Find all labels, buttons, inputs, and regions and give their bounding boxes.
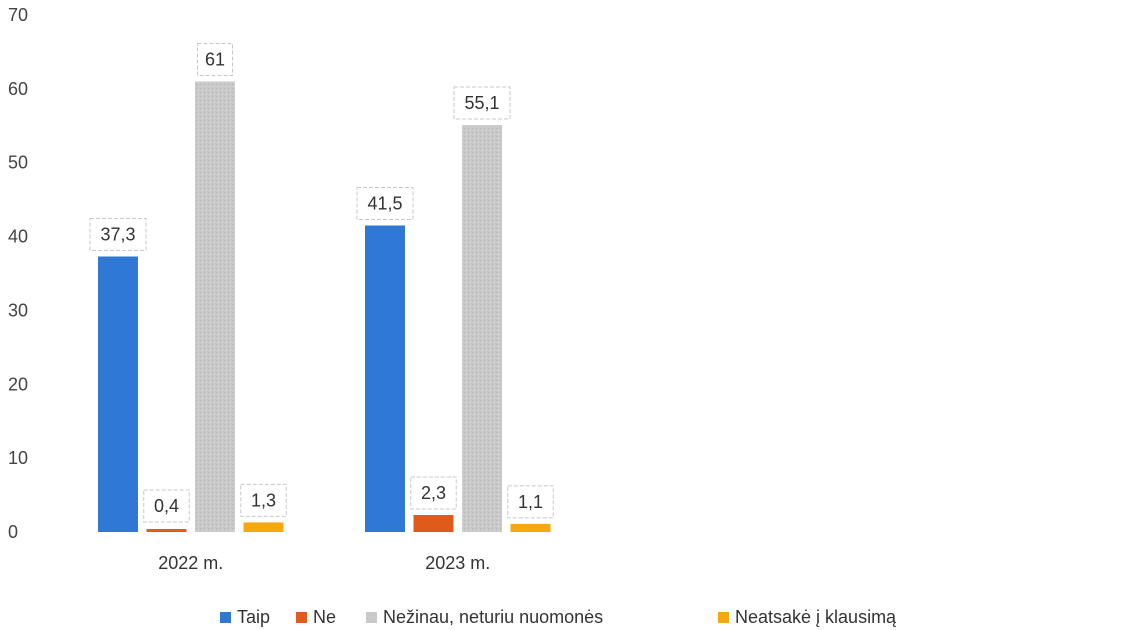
data-label-box bbox=[240, 483, 287, 517]
y-tick-label: 10 bbox=[8, 448, 28, 468]
data-label-box bbox=[197, 42, 233, 76]
bar-ne-inau-neturiu-nuomon-s-0 bbox=[195, 81, 235, 532]
data-label-text: 55,1 bbox=[464, 93, 499, 113]
data-label: 2,3 bbox=[410, 476, 457, 510]
data-label: 61 bbox=[197, 42, 233, 76]
data-label-text: 37,3 bbox=[100, 225, 135, 245]
y-tick-label: 50 bbox=[8, 153, 28, 173]
legend: Taip Ne Nežinau, neturiu nuomonės Neatsakė … bbox=[0, 604, 1132, 630]
y-tick-label: 70 bbox=[8, 5, 28, 25]
legend-item: Ne bbox=[296, 607, 336, 628]
data-label: 1,3 bbox=[240, 483, 287, 517]
data-label-box bbox=[453, 86, 511, 120]
data-label-box bbox=[410, 476, 457, 510]
y-tick-label: 20 bbox=[8, 374, 28, 394]
data-label: 1,1 bbox=[507, 485, 554, 519]
y-tick-label: 60 bbox=[8, 79, 28, 99]
data-label: 41,5 bbox=[356, 186, 414, 220]
x-axis: 2022 m. 2023 m. bbox=[158, 553, 490, 573]
legend-swatch bbox=[718, 611, 729, 623]
y-tick-label: 0 bbox=[8, 522, 18, 542]
bar-taip-1 bbox=[365, 225, 405, 532]
legend-label: Ne bbox=[313, 606, 337, 627]
data-label-text: 61 bbox=[205, 49, 225, 69]
data-label-text: 2,3 bbox=[421, 483, 446, 503]
data-label-box bbox=[143, 489, 190, 523]
y-axis: 0 10 20 30 40 50 60 70 bbox=[8, 5, 28, 542]
legend-swatch bbox=[220, 611, 231, 623]
bar-ne-inau-neturiu-nuomon-s-1 bbox=[462, 125, 502, 532]
bar-ne-1 bbox=[413, 515, 454, 532]
data-label: 37,3 bbox=[89, 218, 147, 252]
data-label-text: 0,4 bbox=[154, 496, 179, 516]
legend-label: Neatsakė į klausimą bbox=[735, 606, 897, 627]
legend-item: Neatsakė į klausimą bbox=[718, 607, 896, 628]
data-labels: 37,3 0,4 61 1,3 41,5 2,3 55,1 1,1 bbox=[89, 42, 554, 523]
legend-item: Nežinau, neturiu nuomonės bbox=[366, 607, 603, 628]
x-category-label: 2023 m. bbox=[425, 553, 490, 573]
data-label-text: 41,5 bbox=[367, 193, 402, 213]
bar-ne-0 bbox=[146, 529, 187, 532]
data-label-box bbox=[89, 218, 147, 252]
data-label-box bbox=[356, 186, 414, 220]
bars bbox=[98, 81, 551, 532]
bar-chart: 0 10 20 30 40 50 60 70 37,3 0,4 61 1,3 41,5 2,3 55,1 1… bbox=[8, 5, 554, 573]
y-tick-label: 30 bbox=[8, 300, 28, 320]
legend-swatch bbox=[296, 611, 307, 623]
legend-label: Taip bbox=[237, 606, 271, 627]
bar-taip-0 bbox=[98, 256, 138, 532]
y-tick-label: 40 bbox=[8, 227, 28, 247]
data-label-box bbox=[507, 485, 554, 519]
data-label: 55,1 bbox=[453, 86, 511, 120]
bar-neatsak-klausim--1 bbox=[510, 523, 551, 532]
legend-item: Taip bbox=[220, 607, 270, 628]
data-label-text: 1,1 bbox=[518, 492, 543, 512]
data-label: 0,4 bbox=[143, 489, 190, 523]
bar-neatsak-klausim--0 bbox=[243, 522, 284, 532]
data-label-text: 1,3 bbox=[251, 490, 276, 510]
legend-swatch bbox=[366, 611, 377, 623]
legend-label: Nežinau, neturiu nuomonės bbox=[383, 606, 604, 627]
x-category-label: 2022 m. bbox=[158, 553, 223, 573]
